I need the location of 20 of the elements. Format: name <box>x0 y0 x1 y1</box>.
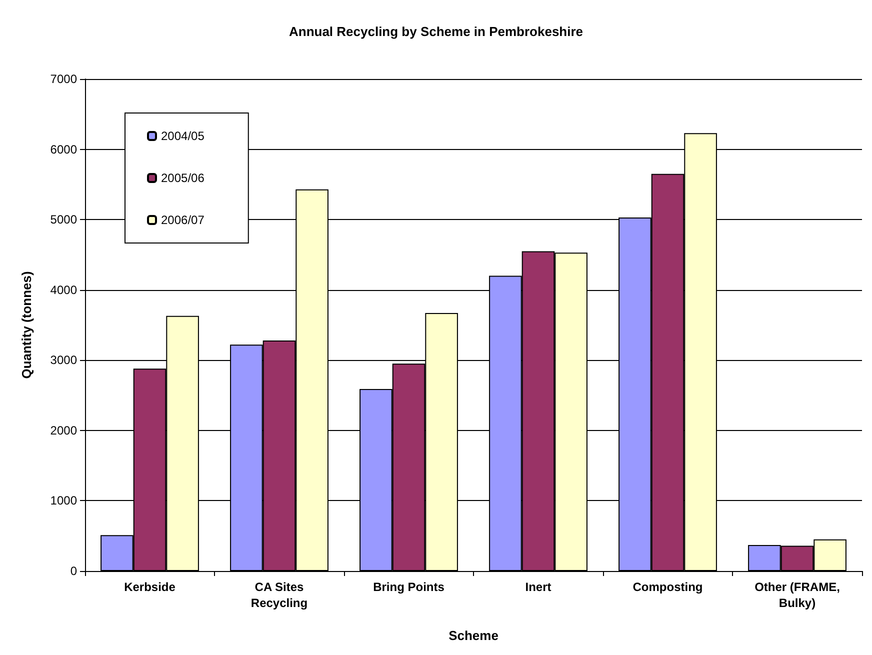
x-tick-label: Other (FRAME, Bulky) <box>754 580 840 610</box>
y-tick-label: 5000 <box>50 212 78 227</box>
legend-label: 2004/05 <box>161 129 205 143</box>
y-tick-label: 2000 <box>50 423 78 438</box>
x-tick-label: Kerbside <box>124 580 176 594</box>
y-tick-label: 7000 <box>50 72 78 86</box>
x-tick-label: Composting <box>632 580 703 594</box>
chart-title: Annual Recycling by Scheme in Pembrokeshire <box>288 24 584 39</box>
y-tick-label: 0 <box>70 564 78 578</box>
y-tick-label: 3000 <box>50 353 78 368</box>
y-tick-label: 6000 <box>50 142 78 156</box>
x-axis-title: Scheme <box>448 628 498 643</box>
legend-label: 2005/06 <box>161 171 205 185</box>
legend-label: 2006/07 <box>161 213 205 227</box>
y-tick-label: 1000 <box>50 494 78 508</box>
x-tick-label: Bring Points <box>373 580 445 594</box>
x-tick-label: CA Sites Recycling <box>250 580 308 610</box>
y-axis-title: Quantity (tonnes) <box>19 271 34 379</box>
y-tick-label: 4000 <box>50 282 78 297</box>
x-tick-label: Inert <box>525 580 552 594</box>
